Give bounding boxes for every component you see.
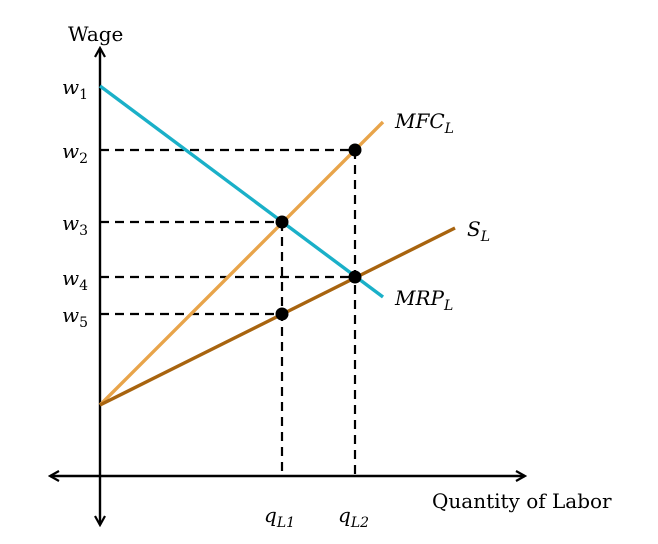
- supply-label: SL: [467, 217, 490, 245]
- wage-label-w2: w2: [62, 139, 88, 167]
- axes: [50, 48, 525, 525]
- key-points: [275, 143, 362, 321]
- x-axis-label: Quantity of Labor: [432, 489, 612, 513]
- mfc-curve: [98, 120, 385, 407]
- mrp-label: MRPL: [394, 286, 453, 314]
- wage-label-w4: w4: [62, 266, 88, 294]
- mfc-label: MFCL: [394, 109, 454, 137]
- dashed-guides: [100, 148, 357, 476]
- quantity-label-qL1: qL1: [264, 503, 295, 531]
- quantity-label-qL2: qL2: [338, 503, 369, 531]
- point-qL1-w5: [275, 307, 289, 321]
- mrp-curve: [98, 84, 385, 299]
- point-qL2-w2: [348, 143, 362, 157]
- y-axis-label: Wage: [68, 22, 123, 46]
- wage-label-w3: w3: [62, 211, 88, 239]
- point-qL2-w4: [348, 270, 362, 284]
- wage-label-w1: w1: [62, 75, 88, 103]
- point-qL1-w3: [275, 215, 289, 229]
- wage-label-w5: w5: [62, 303, 88, 331]
